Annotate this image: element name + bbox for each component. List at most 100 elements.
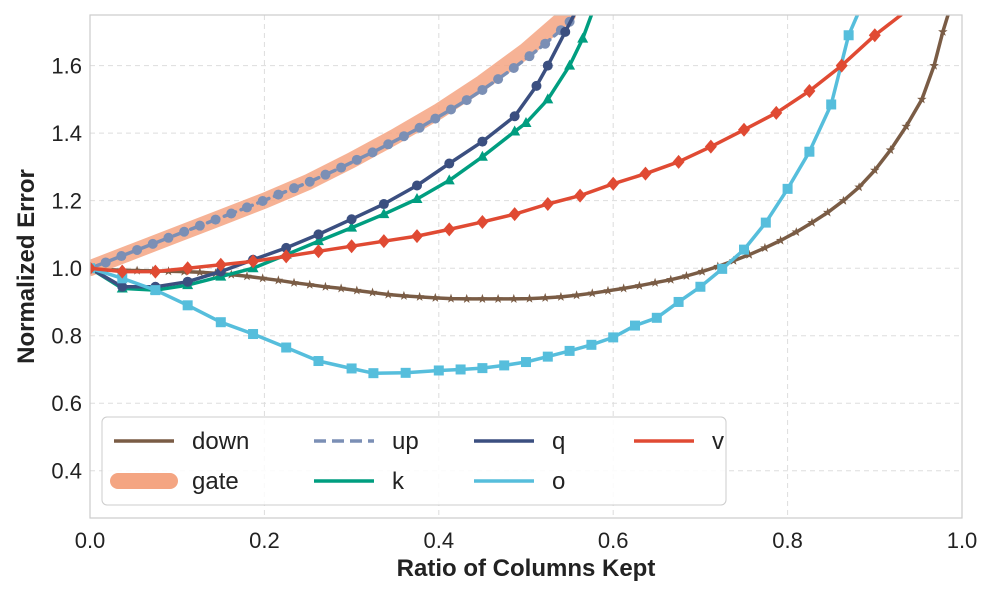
series-o	[90, 15, 860, 379]
data-point	[346, 221, 358, 232]
data-point	[938, 26, 948, 36]
legend-label: o	[552, 468, 565, 495]
legend-item-q: q	[474, 428, 565, 455]
data-point	[493, 293, 503, 303]
data-point	[352, 285, 362, 295]
data-point	[672, 154, 685, 169]
data-point	[744, 249, 754, 259]
legend-label: up	[392, 428, 419, 455]
x-axis-title: Ratio of Columns Kept	[397, 555, 656, 582]
data-point	[368, 368, 379, 379]
data-point	[383, 289, 393, 299]
y-tick-label: 1.0	[51, 256, 82, 281]
data-point	[147, 238, 158, 249]
legend: down gate up k qo v	[101, 416, 727, 506]
series-layer	[90, 15, 950, 379]
series-line-up	[90, 20, 572, 270]
data-point	[461, 293, 472, 303]
data-point	[508, 63, 519, 74]
data-point	[257, 273, 268, 283]
data-point	[770, 105, 783, 120]
data-point	[477, 363, 488, 374]
data-point	[681, 271, 692, 280]
data-point	[477, 136, 488, 147]
data-point	[571, 290, 582, 300]
data-point	[586, 339, 597, 350]
data-point	[430, 113, 441, 124]
data-point	[782, 183, 793, 194]
data-point	[411, 229, 423, 244]
data-point	[509, 111, 520, 122]
data-point	[540, 38, 551, 49]
data-point	[242, 271, 252, 281]
data-point	[541, 197, 554, 212]
data-point	[477, 293, 488, 303]
data-point	[634, 280, 645, 290]
y-tick-label: 0.4	[51, 459, 82, 484]
legend-box	[101, 416, 727, 506]
data-point	[182, 300, 193, 311]
data-point	[446, 293, 456, 303]
data-point	[312, 235, 324, 246]
data-point	[280, 249, 293, 264]
data-point	[320, 281, 331, 291]
data-point	[564, 345, 575, 356]
data-point	[560, 26, 571, 37]
data-point	[823, 207, 833, 217]
data-point	[587, 288, 597, 298]
x-tick-label: 0.6	[598, 528, 629, 553]
data-point	[304, 176, 315, 187]
data-point	[226, 208, 237, 219]
data-point	[870, 165, 880, 175]
data-point	[476, 150, 488, 161]
legend-label: gate	[192, 468, 239, 495]
data-point	[639, 166, 652, 181]
data-point	[760, 242, 770, 252]
legend-label: q	[552, 428, 565, 455]
data-point	[564, 59, 576, 70]
data-point	[182, 276, 193, 287]
data-point	[100, 257, 111, 268]
x-tick-label: 1.0	[947, 528, 978, 553]
data-point	[247, 254, 260, 269]
legend-item-v: v	[634, 428, 724, 455]
data-point	[868, 28, 881, 43]
data-point	[443, 174, 455, 185]
legend-label: k	[392, 468, 405, 495]
data-point	[738, 122, 750, 137]
data-point	[312, 244, 325, 259]
data-point	[399, 290, 409, 300]
x-tick-label: 0.0	[75, 528, 106, 553]
plot-frame	[89, 14, 963, 519]
data-point	[603, 285, 613, 295]
data-point	[499, 360, 510, 371]
data-point	[838, 195, 849, 205]
legend-item-gate: gate	[110, 468, 239, 495]
series-line-o	[90, 15, 860, 375]
data-point	[90, 261, 96, 276]
data-point	[179, 266, 189, 276]
data-point	[577, 32, 589, 43]
data-point	[739, 244, 749, 255]
y-tick-label: 1.6	[51, 54, 82, 79]
data-point	[241, 202, 252, 213]
y-tick-label: 1.4	[51, 121, 82, 146]
data-point	[289, 183, 300, 194]
data-point	[826, 99, 837, 110]
data-point	[509, 293, 519, 303]
data-point	[803, 83, 816, 98]
data-point	[542, 351, 553, 362]
data-point	[398, 131, 409, 142]
series-v	[90, 15, 903, 279]
data-point	[377, 234, 390, 249]
legend-item-k: k	[314, 468, 405, 495]
data-point	[367, 147, 378, 158]
y-tick-label: 0.8	[51, 324, 82, 349]
data-point	[433, 365, 444, 376]
data-point	[542, 60, 553, 71]
data-point	[804, 146, 815, 157]
data-point	[760, 217, 771, 228]
data-point	[520, 117, 532, 128]
data-point	[273, 275, 284, 285]
legend-item-o: o	[474, 468, 565, 495]
